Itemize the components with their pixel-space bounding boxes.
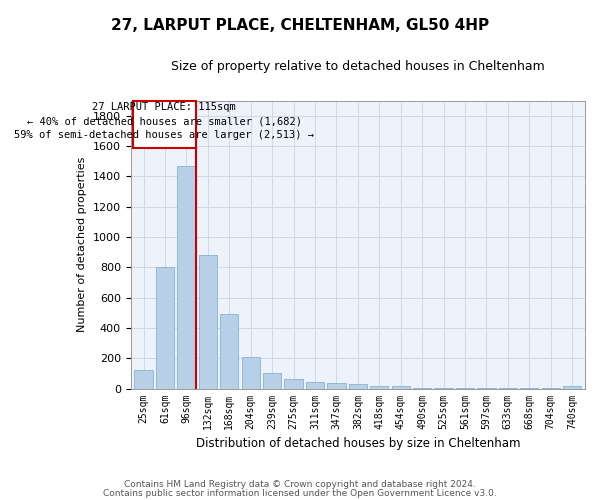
FancyBboxPatch shape — [133, 100, 196, 148]
Bar — [563, 386, 581, 388]
Bar — [134, 370, 152, 388]
Bar — [392, 386, 410, 388]
Bar — [199, 255, 217, 388]
Bar — [242, 358, 260, 388]
Bar — [284, 378, 302, 388]
Text: 27, LARPUT PLACE, CHELTENHAM, GL50 4HP: 27, LARPUT PLACE, CHELTENHAM, GL50 4HP — [111, 18, 489, 32]
Text: 59% of semi-detached houses are larger (2,513) →: 59% of semi-detached houses are larger (… — [14, 130, 314, 140]
Bar — [178, 166, 196, 388]
Bar — [370, 386, 388, 388]
Y-axis label: Number of detached properties: Number of detached properties — [77, 157, 88, 332]
Bar — [328, 384, 346, 388]
Text: 27 LARPUT PLACE: 115sqm: 27 LARPUT PLACE: 115sqm — [92, 102, 236, 113]
X-axis label: Distribution of detached houses by size in Cheltenham: Distribution of detached houses by size … — [196, 437, 520, 450]
Bar — [156, 268, 174, 388]
Bar — [349, 384, 367, 388]
Text: ← 40% of detached houses are smaller (1,682): ← 40% of detached houses are smaller (1,… — [27, 116, 302, 126]
Bar — [263, 374, 281, 388]
Text: Contains HM Land Registry data © Crown copyright and database right 2024.: Contains HM Land Registry data © Crown c… — [124, 480, 476, 489]
Bar — [306, 382, 324, 388]
Title: Size of property relative to detached houses in Cheltenham: Size of property relative to detached ho… — [171, 60, 545, 73]
Bar — [220, 314, 238, 388]
Text: Contains public sector information licensed under the Open Government Licence v3: Contains public sector information licen… — [103, 488, 497, 498]
